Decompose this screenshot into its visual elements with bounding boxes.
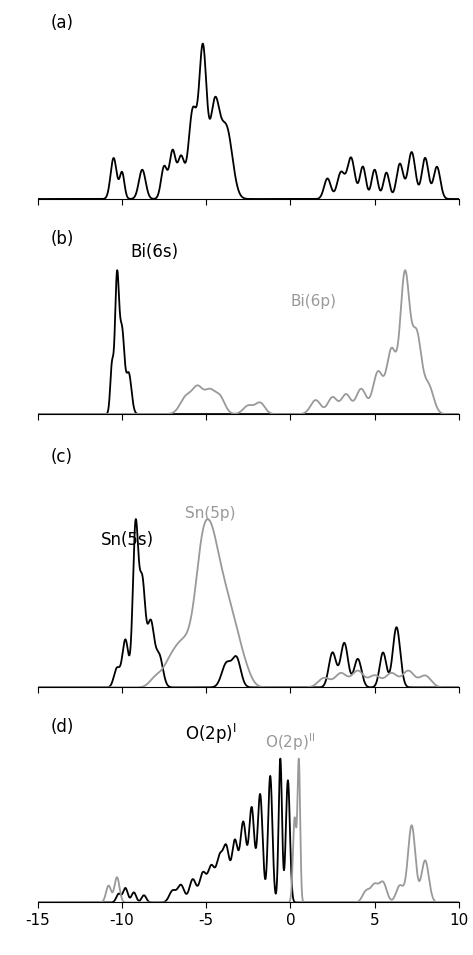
Text: Bi(6p): Bi(6p) [290,293,336,308]
Text: O(2p)$^\mathsf{II}$: O(2p)$^\mathsf{II}$ [265,732,316,753]
Text: (c): (c) [51,448,72,465]
Text: (a): (a) [51,14,73,32]
Text: (b): (b) [51,229,74,247]
Text: Sn(5p): Sn(5p) [185,505,236,520]
Text: (d): (d) [51,718,74,736]
Text: Sn(5s): Sn(5s) [101,531,154,549]
Text: Bi(6s): Bi(6s) [131,244,179,261]
Text: O(2p)$^\mathsf{I}$: O(2p)$^\mathsf{I}$ [185,722,237,746]
